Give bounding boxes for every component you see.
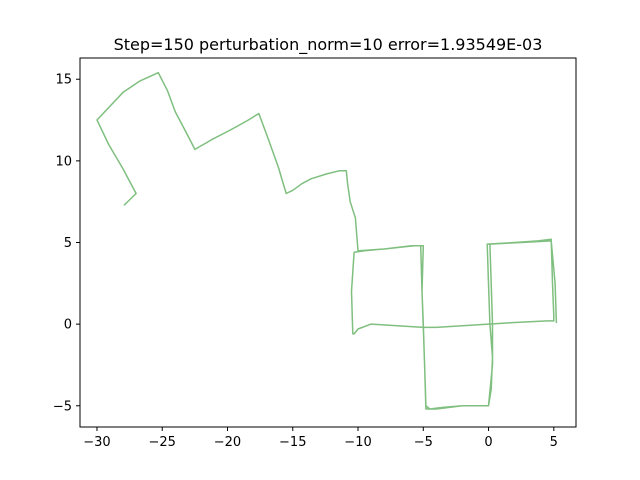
x-tick-label: 5 [550, 435, 558, 450]
y-tick-label: 5 [64, 236, 72, 251]
y-tick-label: 0 [64, 318, 72, 333]
chart-title: Step=150 perturbation_norm=10 error=1.93… [114, 35, 543, 55]
x-tick-label: 0 [484, 435, 492, 450]
x-tick-label: −25 [149, 435, 176, 450]
x-tick-label: −30 [83, 435, 110, 450]
y-tick-label: 10 [55, 154, 72, 169]
x-tick-label: −15 [279, 435, 306, 450]
axes: −30 −25 −20 −15 −10 −5 0 5 −5 0 5 10 15 [53, 57, 577, 450]
x-tick-label: −10 [344, 435, 371, 450]
plot-frame [79, 57, 577, 428]
y-tick-label: −5 [53, 399, 72, 414]
y-tick-label: 15 [55, 73, 72, 88]
series-line-0 [96, 71, 558, 410]
series-layer [96, 71, 558, 410]
x-tick-label: −5 [414, 435, 433, 450]
x-tick-label: −20 [214, 435, 241, 450]
